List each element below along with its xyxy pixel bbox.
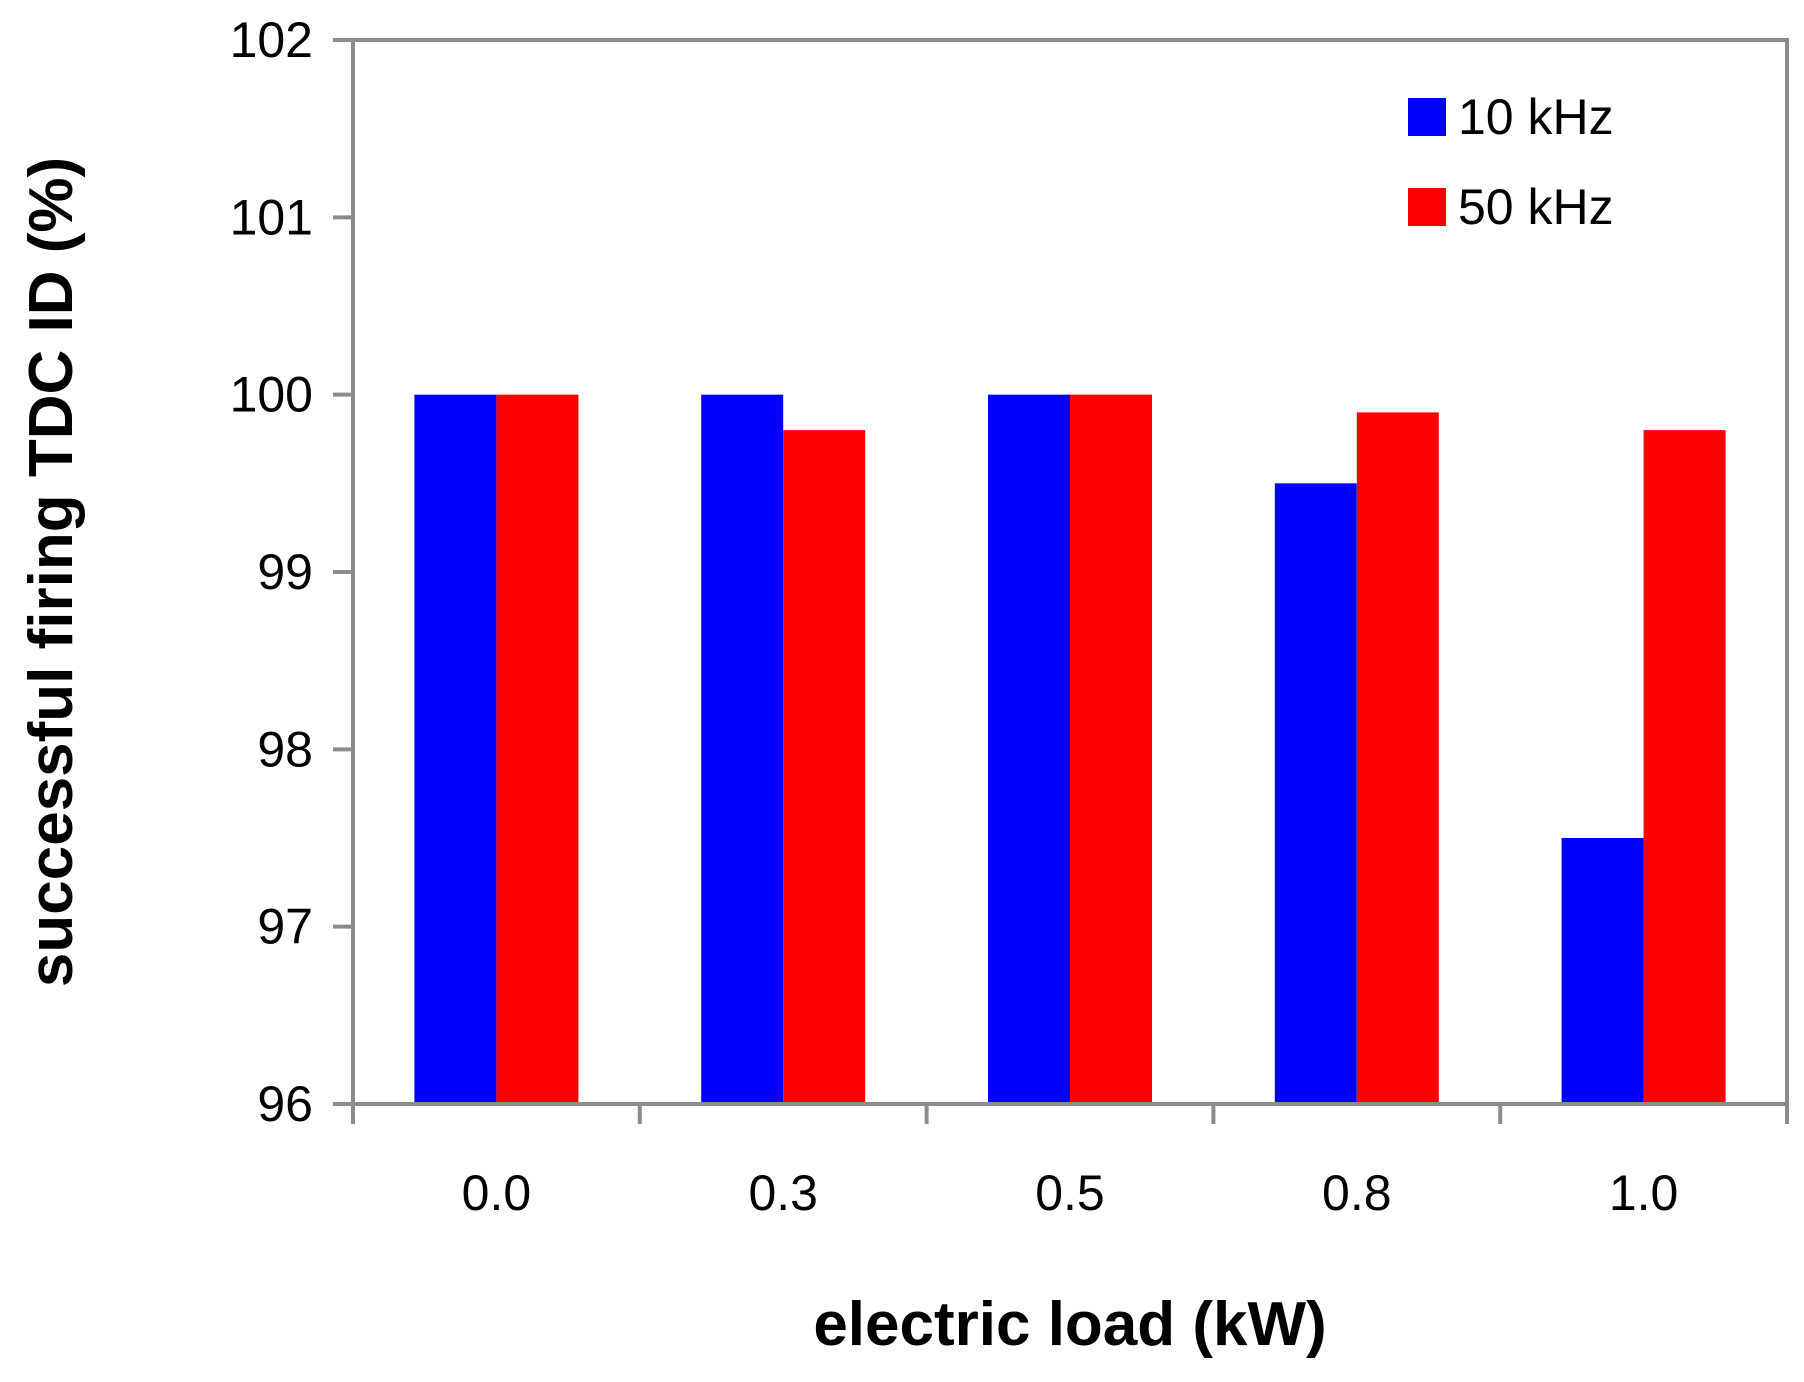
x-tick-label: 0.0 — [462, 1165, 532, 1221]
x-axis: 0.0 0.3 0.5 0.8 1.0 — [351, 1104, 1789, 1221]
y-tick-label: 102 — [230, 12, 313, 68]
bar-10-khz-0.8 — [1274, 483, 1357, 1104]
bar-50-khz-0.5 — [1070, 394, 1152, 1105]
bar-10-khz-0.0 — [414, 394, 497, 1105]
x-axis-title: electric load (kW) — [813, 1290, 1326, 1359]
x-tick-label: 0.3 — [748, 1165, 818, 1221]
x-tick-label: 0.5 — [1035, 1165, 1105, 1221]
legend-label: 10 kHz — [1458, 89, 1614, 145]
bar-50-khz-0.0 — [496, 394, 579, 1105]
y-tick-label: 97 — [257, 899, 313, 955]
bar-10-khz-1.0 — [1561, 838, 1644, 1104]
legend: 10 kHz 50 kHz — [1408, 89, 1614, 235]
x-tick-label: 0.8 — [1322, 1165, 1392, 1221]
bar-10-khz-0.5 — [988, 394, 1070, 1105]
bar-10-khz-0.3 — [701, 394, 784, 1105]
y-tick-label: 99 — [257, 544, 313, 600]
bars-layer — [414, 394, 1726, 1105]
y-axis-title: successful firing TDC ID (%) — [17, 157, 86, 987]
x-tick-label: 1.0 — [1609, 1165, 1679, 1221]
legend-swatch-50-khz — [1408, 188, 1446, 226]
y-tick-label: 98 — [257, 721, 313, 777]
bar-50-khz-0.8 — [1356, 412, 1439, 1104]
legend-label: 50 kHz — [1458, 179, 1614, 235]
y-tick-label: 101 — [230, 189, 313, 245]
bar-50-khz-0.3 — [783, 430, 866, 1105]
y-tick-label: 96 — [257, 1076, 313, 1132]
y-tick-label: 100 — [230, 367, 313, 423]
bar-50-khz-1.0 — [1643, 430, 1726, 1105]
legend-swatch-10-khz — [1408, 98, 1446, 136]
y-axis: 96 97 98 99 100 101 102 — [230, 12, 353, 1132]
